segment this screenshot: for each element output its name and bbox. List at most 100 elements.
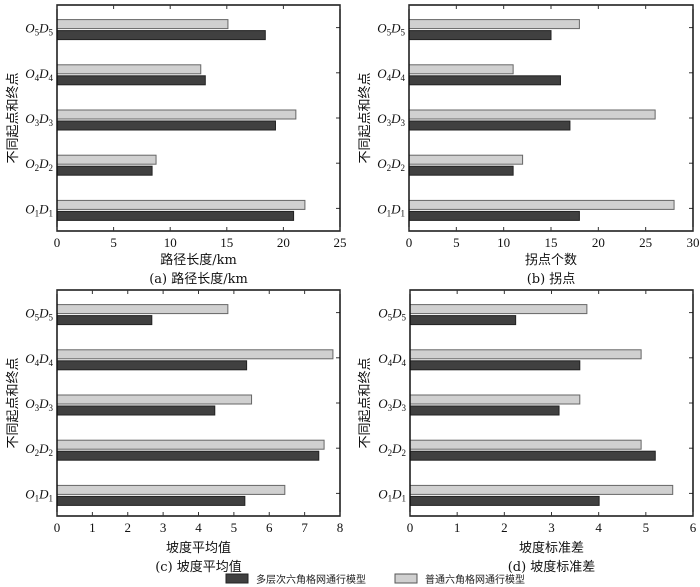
bar-a-multilevel-o1d1 bbox=[56, 210, 295, 221]
x-tick-label: 0 bbox=[54, 520, 61, 535]
x-axis-title: 路径长度/km bbox=[160, 252, 237, 268]
legend-label-ordinary: 普通六角格网通行模型 bbox=[425, 573, 525, 586]
x-tick-label: 1 bbox=[454, 520, 461, 535]
bar-c-multilevel-o5d5 bbox=[56, 315, 153, 326]
bar-c-ordinary-o3d3 bbox=[56, 394, 253, 405]
x-tick-label: 6 bbox=[690, 520, 697, 535]
x-tick-label: 6 bbox=[266, 520, 273, 535]
bar-d-multilevel-o2d2 bbox=[409, 450, 656, 461]
y-tick-label: O3D3 bbox=[25, 396, 53, 413]
y-tick-label: O5D5 bbox=[377, 21, 405, 38]
y-tick-label: O2D2 bbox=[378, 441, 406, 458]
x-tick-label: 2 bbox=[501, 520, 508, 535]
x-tick-label: 20 bbox=[277, 235, 290, 250]
y-tick-label: O5D5 bbox=[25, 306, 53, 323]
bar-d-ordinary-o2d2 bbox=[409, 439, 642, 450]
x-tick-label: 10 bbox=[164, 235, 177, 250]
legend-swatch-multilevel bbox=[225, 573, 249, 584]
bar-b-multilevel-o3d3 bbox=[408, 120, 571, 131]
bar-a-ordinary-o2d2 bbox=[56, 154, 157, 165]
x-tick-label: 4 bbox=[595, 520, 602, 535]
y-tick-label: O5D5 bbox=[378, 306, 406, 323]
x-tick-label: 1 bbox=[89, 520, 96, 535]
bar-b-multilevel-o2d2 bbox=[408, 165, 514, 176]
bar-a-multilevel-o2d2 bbox=[56, 165, 153, 176]
chart-a: O1D1 O2D2 O3D3 O4D4 O5D5 0 5 10 15 20 25 路径长度/km (a)… bbox=[5, 4, 347, 287]
bar-d-multilevel-o4d4 bbox=[409, 360, 581, 371]
x-tick-label: 0 bbox=[406, 235, 413, 250]
bar-c-ordinary-o5d5 bbox=[56, 304, 229, 315]
bar-d-ordinary-o1d1 bbox=[409, 484, 674, 495]
y-axis-title: 不同起点和终点 bbox=[357, 357, 373, 448]
chart-caption: (c) 坡度平均值 bbox=[155, 559, 242, 575]
bar-d-multilevel-o5d5 bbox=[409, 315, 517, 326]
y-tick-label: O4D4 bbox=[378, 351, 406, 368]
bar-b-ordinary-o5d5 bbox=[408, 19, 580, 30]
plot-frame bbox=[56, 4, 341, 232]
bar-a-multilevel-o3d3 bbox=[56, 120, 276, 131]
bar-b-multilevel-o5d5 bbox=[408, 30, 552, 41]
x-tick-label: 5 bbox=[231, 520, 238, 535]
x-tick-label: 7 bbox=[301, 520, 308, 535]
x-axis-title: 坡度平均值 bbox=[166, 540, 231, 556]
bar-c-multilevel-o1d1 bbox=[56, 495, 246, 506]
x-tick-label: 0 bbox=[407, 520, 414, 535]
y-tick-label: O3D3 bbox=[378, 396, 406, 413]
y-tick-label: O2D2 bbox=[25, 441, 53, 458]
y-axis-title: 不同起点和终点 bbox=[5, 72, 21, 163]
bar-d-multilevel-o1d1 bbox=[409, 495, 600, 506]
y-tick-label: O1D1 bbox=[377, 201, 405, 218]
bar-a-ordinary-o3d3 bbox=[56, 109, 297, 120]
x-tick-label: 15 bbox=[220, 235, 233, 250]
y-tick-label: O3D3 bbox=[377, 111, 405, 128]
bar-a-ordinary-o5d5 bbox=[56, 19, 229, 30]
legend-swatch-ordinary bbox=[394, 573, 418, 584]
x-axis-title: 坡度标准差 bbox=[519, 540, 584, 556]
y-tick-label: O3D3 bbox=[25, 111, 53, 128]
chart-caption: (d) 坡度标准差 bbox=[508, 559, 596, 575]
y-tick-label: O2D2 bbox=[377, 156, 405, 173]
chart-caption: (b) 拐点 bbox=[527, 272, 576, 287]
chart-c: O1D1 O2D2 O3D3 O4D4 O5D5 0 1 2 3 4 5 6 7 8 坡度平均值 (c) 坡度… bbox=[5, 289, 344, 575]
bar-d-multilevel-o3d3 bbox=[409, 405, 560, 416]
bar-c-ordinary-o1d1 bbox=[56, 484, 286, 495]
y-tick-label: O4D4 bbox=[377, 66, 405, 83]
bar-c-ordinary-o4d4 bbox=[56, 349, 334, 360]
chart-d: O1D1 O2D2 O3D3 O4D4 O5D5 0 1 2 3 4 5 6 坡度标准差 (d) 坡度标准… bbox=[357, 289, 697, 575]
x-tick-label: 25 bbox=[334, 235, 347, 250]
y-axis-title: 不同起点和终点 bbox=[357, 72, 373, 163]
x-tick-label: 0 bbox=[54, 235, 61, 250]
x-tick-label: 2 bbox=[125, 520, 132, 535]
bar-d-ordinary-o5d5 bbox=[409, 304, 588, 315]
x-tick-label: 20 bbox=[592, 235, 605, 250]
y-tick-label: O1D1 bbox=[378, 486, 406, 503]
x-tick-label: 15 bbox=[545, 235, 558, 250]
y-tick-label: O5D5 bbox=[25, 21, 53, 38]
legend: 多层次六角格网通行模型 普通六角格网通行模型 bbox=[225, 573, 525, 586]
bar-a-ordinary-o1d1 bbox=[56, 199, 306, 210]
bar-c-multilevel-o3d3 bbox=[56, 405, 216, 416]
bar-c-ordinary-o2d2 bbox=[56, 439, 325, 450]
x-tick-label: 5 bbox=[453, 235, 460, 250]
x-tick-label: 3 bbox=[160, 520, 167, 535]
bar-b-ordinary-o3d3 bbox=[408, 109, 656, 120]
bar-a-multilevel-o4d4 bbox=[56, 75, 206, 86]
bar-b-ordinary-o2d2 bbox=[408, 154, 524, 165]
y-tick-label: O4D4 bbox=[25, 351, 53, 368]
x-tick-label: 4 bbox=[195, 520, 202, 535]
y-tick-label: O2D2 bbox=[25, 156, 53, 173]
x-tick-label: 3 bbox=[548, 520, 555, 535]
bar-c-multilevel-o4d4 bbox=[56, 360, 248, 371]
x-tick-label: 10 bbox=[497, 235, 510, 250]
bar-a-ordinary-o4d4 bbox=[56, 64, 202, 75]
bar-b-multilevel-o1d1 bbox=[408, 210, 580, 221]
bar-c-multilevel-o2d2 bbox=[56, 450, 320, 461]
y-tick-label: O1D1 bbox=[25, 201, 53, 218]
y-axis-title: 不同起点和终点 bbox=[5, 357, 21, 448]
bar-b-ordinary-o4d4 bbox=[408, 64, 514, 75]
chart-caption: (a) 路径长度/km bbox=[149, 271, 248, 287]
y-tick-label: O1D1 bbox=[25, 486, 53, 503]
x-tick-label: 5 bbox=[110, 235, 117, 250]
x-tick-label: 8 bbox=[337, 520, 344, 535]
